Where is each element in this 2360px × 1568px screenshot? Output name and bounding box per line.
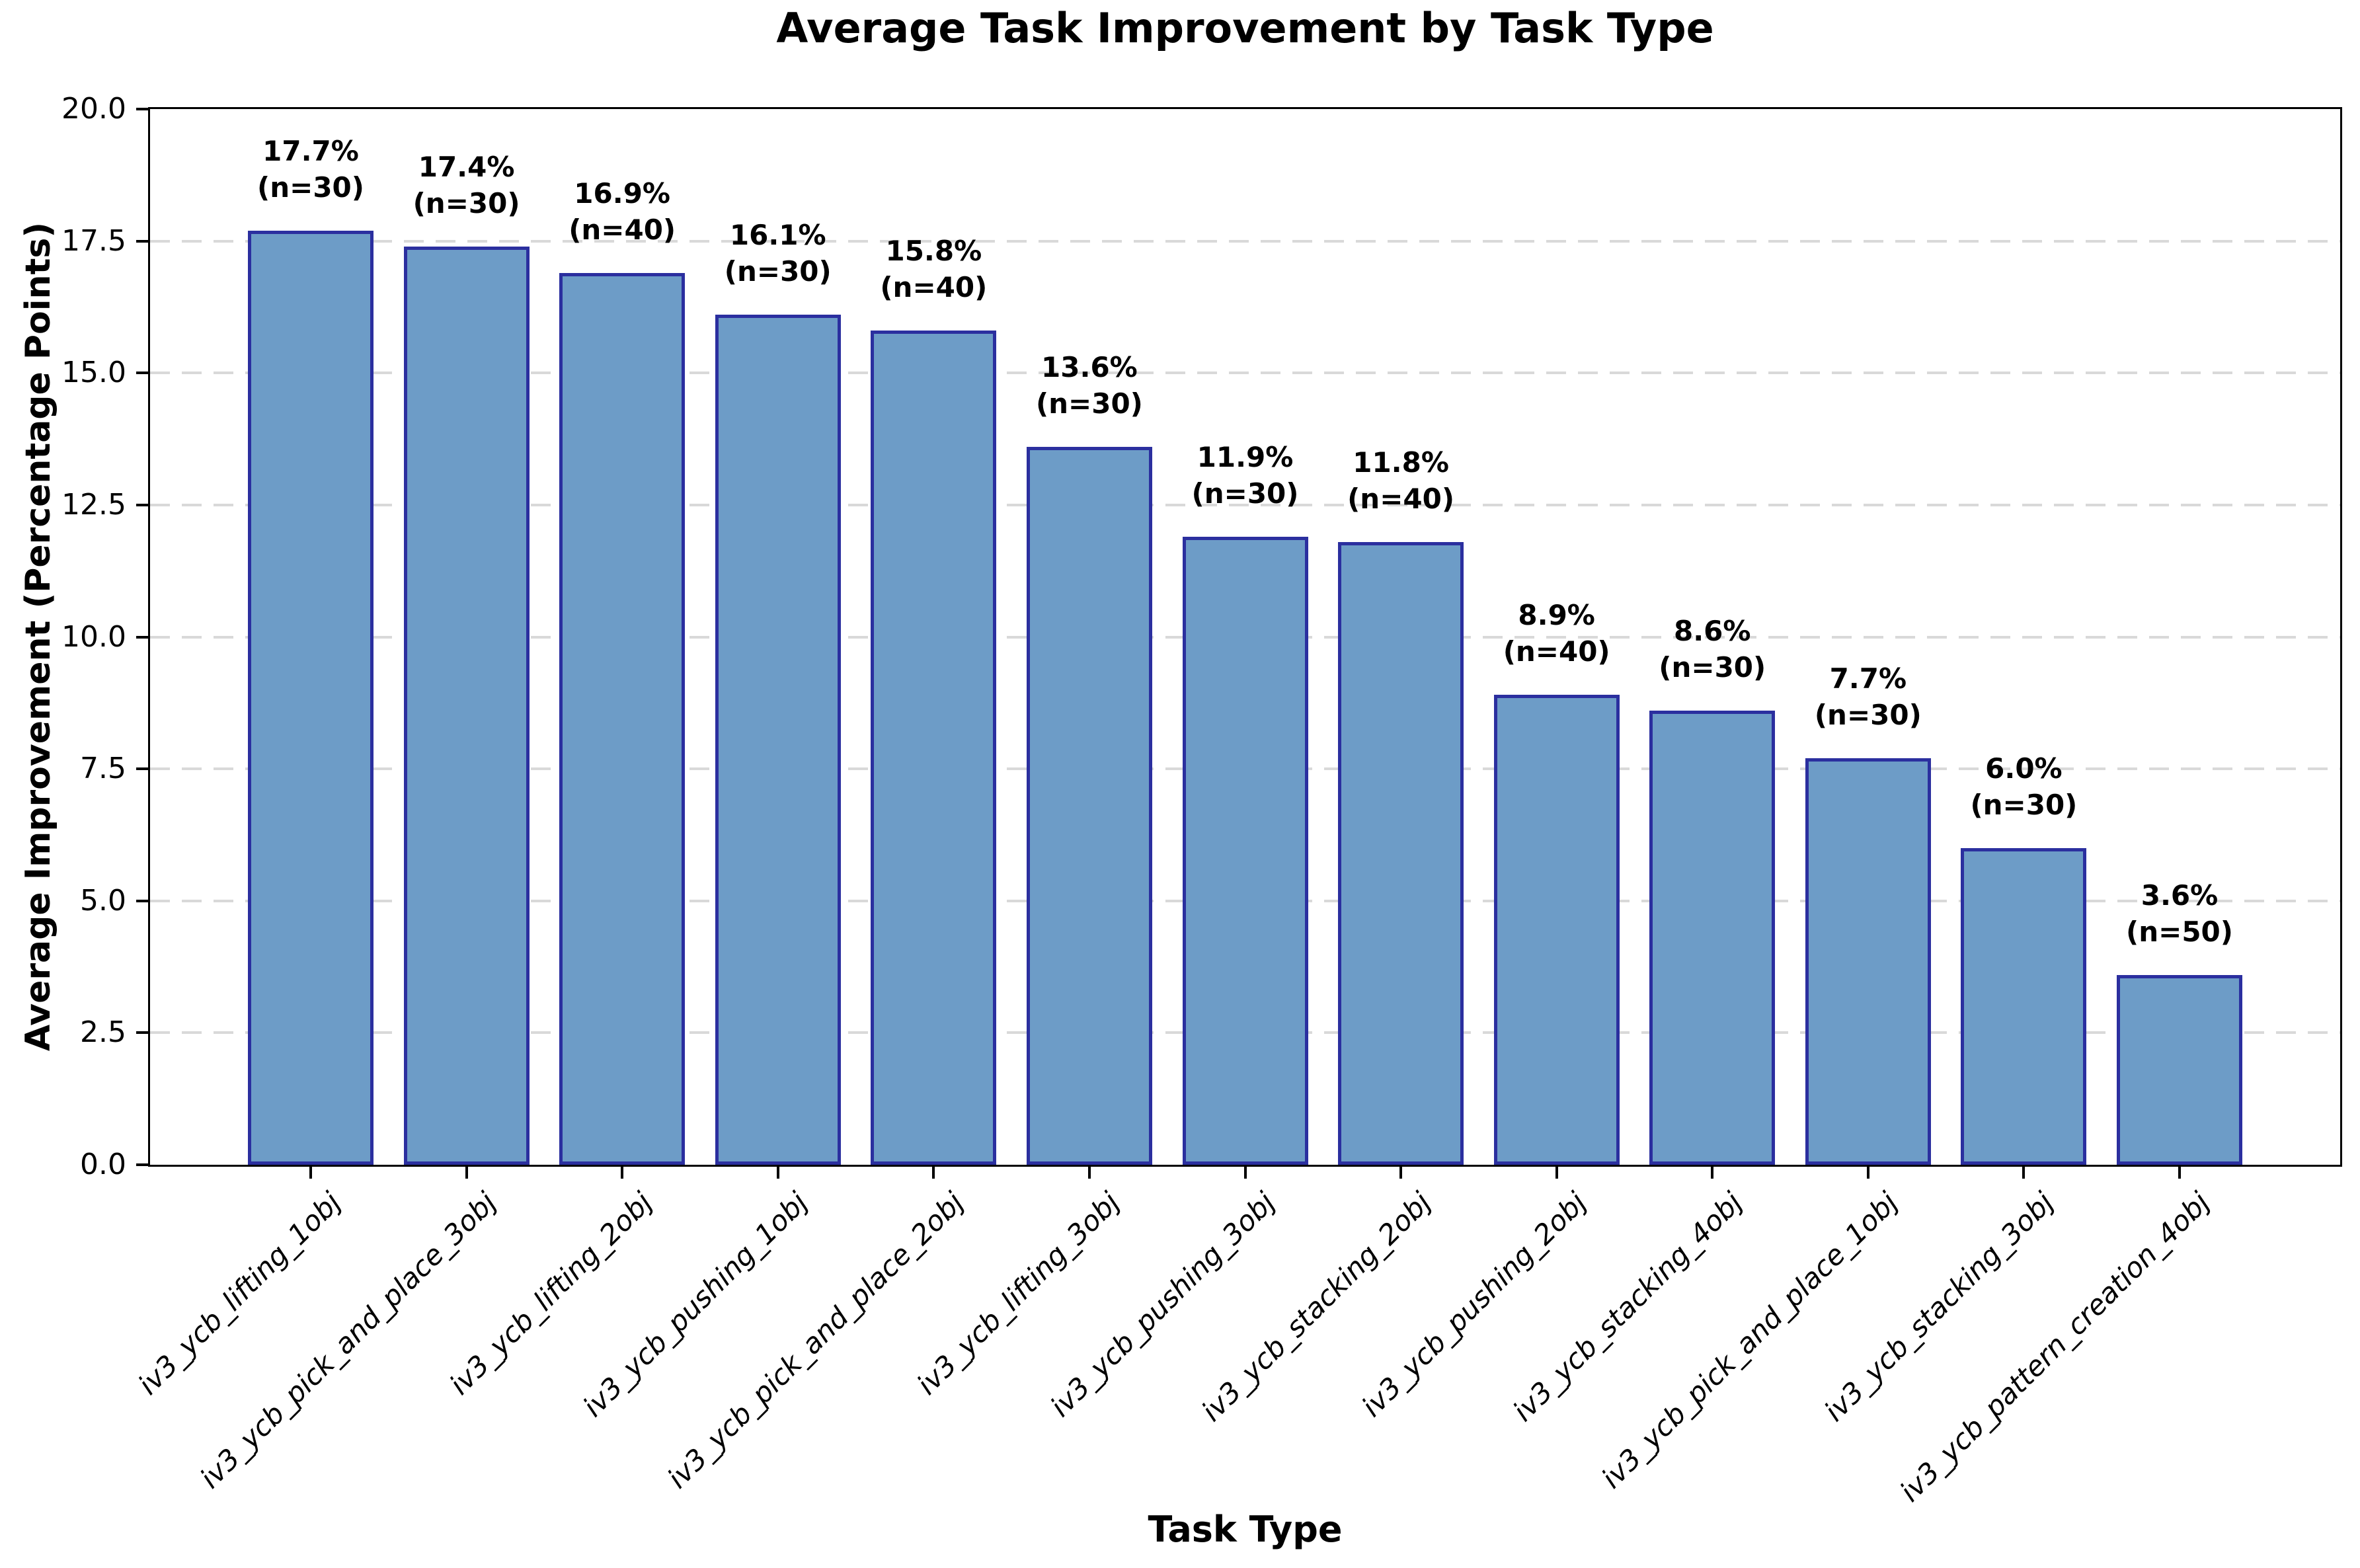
- x-tick: [2178, 1167, 2181, 1179]
- y-tick: [136, 899, 148, 902]
- x-tick: [621, 1167, 624, 1179]
- bar: [2117, 974, 2242, 1165]
- bar-percent-text: 6.0%: [1985, 752, 2063, 785]
- bar-value-label: 11.9% (n=30): [1107, 439, 1384, 512]
- x-tick: [2022, 1167, 2026, 1179]
- bar-sample-size-text: (n=40): [1347, 482, 1455, 515]
- bar: [403, 246, 530, 1165]
- y-tick: [136, 1031, 148, 1035]
- y-tick-label: 12.5: [61, 487, 126, 522]
- x-tick-label: iv3_ycb_pattern_creation_4obj: [1893, 1186, 2216, 1509]
- bar: [871, 331, 997, 1165]
- x-tick: [1555, 1167, 1558, 1179]
- x-tick: [1399, 1167, 1403, 1179]
- plot-area: 17.7% (n=30) 17.4% (n=30) 16.9% (n=40) 16.1% (n…: [148, 107, 2342, 1167]
- bar-value-label: 11.8% (n=40): [1262, 444, 1540, 517]
- y-tick-label: 20.0: [61, 92, 126, 126]
- bar-value-label: 6.0% (n=30): [1885, 750, 2162, 823]
- bar-value-label: 8.9% (n=40): [1418, 597, 1696, 670]
- y-tick: [136, 635, 148, 639]
- bar: [715, 315, 841, 1165]
- y-tick-label: 7.5: [80, 752, 126, 786]
- x-tick: [465, 1167, 468, 1179]
- bar-sample-size-text: (n=30): [1191, 477, 1299, 510]
- bar-percent-text: 16.1%: [729, 219, 826, 252]
- bar: [1026, 447, 1152, 1165]
- bar-sample-size-text: (n=30): [257, 171, 364, 204]
- x-tick: [309, 1167, 312, 1179]
- bar-sample-size-text: (n=30): [1035, 387, 1143, 420]
- y-tick-label: 2.5: [80, 1015, 126, 1050]
- bar-percent-text: 7.7%: [1829, 662, 1907, 695]
- y-tick: [136, 372, 148, 375]
- bar-sample-size-text: (n=30): [1814, 699, 1922, 732]
- bar-sample-size-text: (n=30): [724, 255, 832, 288]
- bar: [1961, 847, 2087, 1165]
- y-tick-label: 17.5: [61, 223, 126, 258]
- bar-sample-size-text: (n=50): [2126, 915, 2233, 948]
- bar-sample-size-text: (n=40): [880, 271, 988, 304]
- bar-percent-text: 16.9%: [574, 176, 671, 210]
- x-tick: [1243, 1167, 1247, 1179]
- bar: [248, 230, 374, 1165]
- y-tick: [136, 767, 148, 771]
- chart-title: Average Task Improvement by Task Type: [776, 4, 1714, 52]
- bar-sample-size-text: (n=40): [1503, 635, 1610, 668]
- y-tick-label: 15.0: [61, 356, 126, 390]
- bar-percent-text: 11.8%: [1353, 446, 1449, 479]
- bar-value-label: 16.9% (n=40): [483, 175, 761, 248]
- bar-sample-size-text: (n=40): [569, 213, 676, 246]
- bar-percent-text: 17.4%: [418, 150, 515, 183]
- x-axis-title: Task Type: [1148, 1509, 1343, 1550]
- bar: [1182, 536, 1308, 1165]
- y-tick: [136, 503, 148, 506]
- y-tick: [136, 108, 148, 110]
- x-tick: [1087, 1167, 1091, 1179]
- bar-percent-text: 15.8%: [885, 235, 982, 268]
- y-tick-label: 0.0: [80, 1148, 126, 1181]
- bar-value-label: 16.1% (n=30): [639, 217, 917, 290]
- bar-sample-size-text: (n=30): [1659, 651, 1766, 684]
- gridline: [150, 372, 2340, 375]
- bar-percent-text: 17.7%: [262, 134, 359, 167]
- x-tick: [932, 1167, 935, 1179]
- y-tick-label: 10.0: [61, 619, 126, 654]
- bar-value-label: 8.6% (n=30): [1573, 613, 1851, 686]
- gridline: [150, 503, 2340, 506]
- bar: [1649, 711, 1776, 1165]
- y-tick-label: 5.0: [80, 883, 126, 918]
- x-tick: [1711, 1167, 1714, 1179]
- x-tick-label: iv3_ycb_pick_and_place_2obj: [661, 1186, 970, 1495]
- bar-value-label: 17.7% (n=30): [172, 133, 450, 206]
- y-tick: [136, 1163, 148, 1166]
- bar-sample-size-text: (n=30): [413, 186, 520, 219]
- x-tick-label: iv3_ycb_pick_and_place_3obj: [194, 1186, 503, 1495]
- bar-percent-text: 3.6%: [2141, 879, 2219, 912]
- x-tick-label: iv3_ycb_pick_and_place_1obj: [1595, 1186, 1905, 1495]
- x-tick: [1866, 1167, 1869, 1179]
- x-tick: [776, 1167, 779, 1179]
- bar: [1493, 695, 1620, 1165]
- bar-percent-text: 11.9%: [1197, 440, 1294, 473]
- bar-percent-text: 13.6%: [1041, 351, 1138, 384]
- bar: [1805, 758, 1931, 1165]
- bar-sample-size-text: (n=30): [1970, 788, 2078, 821]
- bar-percent-text: 8.6%: [1674, 615, 1751, 648]
- bar-value-label: 13.6% (n=30): [951, 349, 1228, 422]
- bar: [1338, 541, 1464, 1165]
- bar: [559, 272, 686, 1165]
- bar-percent-text: 8.9%: [1518, 599, 1595, 632]
- bar-value-label: 15.8% (n=40): [795, 233, 1072, 305]
- bar-value-label: 3.6% (n=50): [2041, 877, 2318, 950]
- bar-value-label: 7.7% (n=30): [1729, 660, 2007, 733]
- bar-value-label: 17.4% (n=30): [328, 149, 606, 221]
- gridline: [150, 239, 2340, 243]
- y-tick: [136, 239, 148, 243]
